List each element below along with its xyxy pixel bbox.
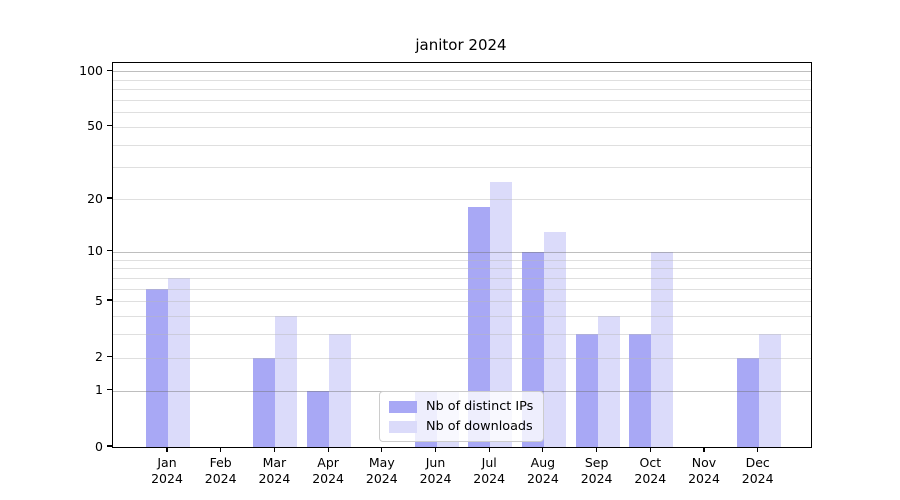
gridline-80	[113, 89, 811, 91]
x-tick-mark-apr	[327, 447, 329, 452]
x-tick-mark-jun	[434, 447, 437, 452]
gridline-5	[113, 301, 811, 303]
y-tick-mark-100	[107, 69, 112, 71]
x-tick-mark-jul	[488, 447, 490, 452]
x-tick-label-jul: Jul 2024	[473, 455, 506, 486]
y-tick-mark-50	[107, 125, 112, 127]
gridline-4	[113, 315, 811, 317]
y-tick-label-5: 5	[95, 292, 103, 308]
legend-label-downloads: Nb of downloads	[426, 419, 533, 434]
x-tick-label-sep: Sep 2024	[580, 455, 613, 486]
x-tick-label-jun: Jun 2024	[419, 455, 452, 486]
gridline-8	[113, 268, 811, 270]
bar-mar-distinct-ips	[253, 357, 276, 447]
x-tick-label-mar: Mar 2024	[258, 455, 291, 486]
x-tick-label-apr: Apr 2024	[312, 455, 344, 486]
bar-jul-downloads	[490, 181, 513, 447]
gridline-9	[113, 259, 811, 261]
y-tick-label-1: 1	[95, 382, 103, 398]
x-tick-label-dec: Dec 2024	[741, 455, 774, 486]
gridline-100	[113, 71, 811, 73]
y-tick-label-50: 50	[87, 118, 103, 134]
gridline-10	[113, 251, 811, 253]
gridline-70	[113, 99, 811, 101]
x-tick-mark-mar	[273, 447, 275, 452]
y-tick-mark-2	[107, 355, 112, 358]
gridline-7	[113, 277, 811, 279]
gridline-40	[113, 144, 811, 146]
legend-swatch-distinct-ips	[389, 400, 417, 413]
gridline-3	[113, 334, 811, 336]
bar-dec-distinct-ips	[736, 357, 759, 447]
y-tick-mark-20	[107, 197, 112, 199]
bar-sep-downloads	[597, 315, 620, 447]
bar-oct-downloads	[651, 251, 674, 447]
legend-entry-distinct-ips: Nb of distinct IPs	[389, 399, 533, 414]
gridline-60	[113, 112, 811, 114]
bar-apr-distinct-ips	[307, 390, 330, 447]
bar-apr-downloads	[329, 334, 352, 447]
y-tick-label-2: 2	[95, 349, 103, 365]
x-tick-label-nov: Nov 2024	[688, 455, 720, 486]
gridline-20	[113, 199, 811, 201]
gridline-90	[113, 79, 811, 81]
legend-label-distinct-ips: Nb of distinct IPs	[426, 399, 534, 414]
x-tick-label-oct: Oct 2024	[634, 455, 667, 486]
bar-jan-distinct-ips	[146, 288, 168, 447]
x-tick-mark-may	[381, 447, 383, 452]
gridline-30	[113, 167, 811, 169]
x-tick-label-jan: Jan 2024	[151, 455, 183, 486]
x-tick-mark-dec	[757, 447, 759, 452]
bar-oct-distinct-ips	[629, 334, 652, 447]
x-tick-label-aug: Aug 2024	[526, 455, 559, 486]
gridline-2	[113, 357, 811, 359]
y-tick-mark-5	[107, 299, 112, 301]
gridline-50	[113, 126, 811, 128]
bar-sep-distinct-ips	[575, 334, 598, 447]
bar-jan-downloads	[168, 277, 190, 447]
legend-entry-downloads: Nb of downloads	[389, 419, 533, 434]
bar-mar-downloads	[275, 315, 298, 447]
x-tick-label-feb: Feb 2024	[204, 455, 237, 486]
y-tick-label-20: 20	[87, 190, 103, 206]
y-tick-label-10: 10	[87, 243, 103, 259]
plot-area: Nb of distinct IPs Nb of downloads	[112, 62, 812, 448]
bar-jul-distinct-ips	[468, 207, 491, 447]
y-tick-mark-0	[107, 445, 112, 447]
chart-title: janitor 2024	[415, 36, 507, 54]
y-tick-label-0: 0	[95, 438, 103, 454]
legend: Nb of distinct IPs Nb of downloads	[379, 391, 545, 442]
x-tick-mark-feb	[220, 447, 222, 452]
grid-layer	[113, 63, 811, 447]
y-tick-label-100: 100	[79, 62, 103, 78]
x-tick-mark-nov	[703, 447, 705, 452]
y-tick-mark-10	[107, 250, 112, 252]
gridline-6	[113, 288, 811, 290]
x-tick-mark-jan	[166, 447, 168, 452]
x-tick-mark-oct	[649, 447, 651, 452]
x-tick-mark-aug	[542, 447, 544, 452]
x-tick-label-may: May 2024	[365, 455, 398, 486]
bar-aug-downloads	[543, 232, 566, 447]
legend-swatch-downloads	[389, 420, 417, 433]
y-tick-mark-1	[107, 388, 112, 391]
x-tick-mark-sep	[596, 447, 598, 452]
bar-dec-downloads	[758, 334, 781, 447]
